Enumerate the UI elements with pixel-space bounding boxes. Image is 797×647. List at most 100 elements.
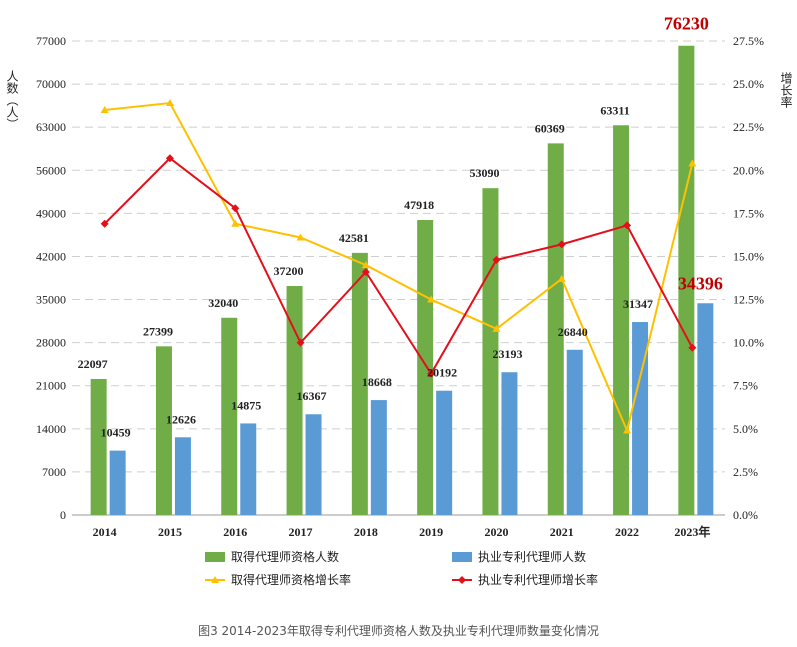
x-tick-label: 2017 bbox=[289, 525, 313, 539]
right-tick-label: 7.5% bbox=[733, 379, 758, 393]
right-tick-label: 17.5% bbox=[733, 206, 764, 220]
bar-value-label: 60369 bbox=[535, 121, 565, 135]
marker-diamond bbox=[296, 338, 305, 347]
right-tick-label: 12.5% bbox=[733, 293, 764, 307]
marker-triangle bbox=[427, 295, 436, 303]
bar-practicing bbox=[370, 400, 387, 515]
bar-value-label: 12626 bbox=[166, 412, 196, 426]
bar-value-label: 27399 bbox=[143, 324, 173, 338]
bar-qualified bbox=[221, 317, 238, 515]
marker-diamond bbox=[231, 204, 240, 213]
right-axis: 0.0% 2.5% 5.0% 7.5% 10.0% 12.5% 15.0% 17.5% 20.0… bbox=[733, 34, 764, 522]
bar-value-label: 76230 bbox=[664, 14, 709, 34]
bar-value-label: 22097 bbox=[78, 357, 108, 371]
line-practicing-growth bbox=[103, 156, 694, 376]
bar-value-label: 31347 bbox=[623, 297, 653, 311]
marker-diamond bbox=[688, 343, 697, 352]
bar-value-label: 23193 bbox=[492, 347, 522, 361]
legend-marker bbox=[458, 576, 466, 584]
right-tick-label: 15.0% bbox=[733, 249, 764, 263]
bar-qualified bbox=[351, 252, 368, 516]
left-tick-label: 70000 bbox=[36, 77, 66, 91]
left-axis: 0 7000 14000 21000 28000 35000 42000 49000 56000… bbox=[36, 34, 66, 522]
right-tick-label: 10.0% bbox=[733, 336, 764, 350]
legend-marker bbox=[211, 576, 219, 583]
x-tick-label: 2019 bbox=[419, 525, 443, 539]
bar-value-label: 26840 bbox=[558, 325, 588, 339]
left-tick-label: 14000 bbox=[36, 422, 66, 436]
bar-value-label: 18668 bbox=[362, 375, 392, 389]
bar-labels: 22097 27399 32040 37200 42581 47918 53090 60369… bbox=[78, 14, 723, 440]
legend-swatch bbox=[452, 552, 472, 562]
bar-practicing bbox=[632, 322, 649, 515]
x-tick-label: 2016 bbox=[223, 525, 247, 539]
bar-practicing bbox=[501, 372, 518, 515]
right-tick-label: 2.5% bbox=[733, 465, 758, 479]
marker-triangle bbox=[557, 274, 566, 282]
marker-triangle bbox=[492, 324, 501, 332]
legend-label: 执业专利代理师增长率 bbox=[478, 572, 598, 587]
right-tick-label: 20.0% bbox=[733, 163, 764, 177]
bar-qualified bbox=[90, 378, 107, 515]
bar-value-label: 53090 bbox=[469, 166, 499, 180]
marker-triangle bbox=[100, 105, 109, 113]
x-tick-label: 2021 bbox=[550, 525, 574, 539]
chart: 0 7000 14000 21000 28000 35000 42000 49000 56000… bbox=[5, 14, 793, 587]
left-tick-label: 56000 bbox=[36, 163, 66, 177]
bar-value-label: 20192 bbox=[427, 366, 457, 380]
right-tick-label: 22.5% bbox=[733, 120, 764, 134]
left-tick-label: 0 bbox=[60, 508, 66, 522]
gridlines bbox=[72, 40, 725, 516]
bar-practicing bbox=[305, 414, 322, 515]
left-tick-label: 35000 bbox=[36, 293, 66, 307]
marker-triangle bbox=[688, 159, 697, 167]
left-axis-title: 人数（人） bbox=[5, 70, 19, 130]
growth-lines bbox=[100, 99, 697, 434]
bars bbox=[90, 45, 714, 516]
bar-value-label: 37200 bbox=[274, 264, 304, 278]
left-tick-label: 28000 bbox=[36, 336, 66, 350]
bar-value-label: 42581 bbox=[339, 231, 369, 245]
left-tick-label: 49000 bbox=[36, 206, 66, 220]
bar-qualified bbox=[155, 346, 172, 515]
marker-triangle bbox=[296, 233, 305, 241]
bar-practicing bbox=[697, 303, 714, 515]
marker-triangle bbox=[623, 426, 632, 434]
marker-diamond bbox=[100, 219, 109, 228]
x-tick-label: 2018 bbox=[354, 525, 378, 539]
x-tick-label: 2015 bbox=[158, 525, 182, 539]
legend-label: 取得代理师资格人数 bbox=[231, 549, 339, 564]
figure-caption: 图3 2014-2023年取得专利代理师资格人数及执业专利代理师数量变化情况 bbox=[198, 624, 599, 638]
bar-practicing bbox=[109, 450, 126, 515]
marker-triangle bbox=[165, 99, 174, 107]
left-tick-label: 7000 bbox=[42, 465, 66, 479]
bar-value-label: 14875 bbox=[231, 398, 261, 412]
legend-label: 取得代理师资格增长率 bbox=[231, 572, 351, 587]
bar-practicing bbox=[240, 423, 257, 515]
x-tick-label: 2023年 bbox=[674, 524, 710, 539]
bar-qualified bbox=[547, 143, 564, 515]
bar-practicing bbox=[174, 437, 191, 515]
legend-label: 执业专利代理师人数 bbox=[478, 549, 586, 564]
bar-qualified bbox=[613, 125, 630, 516]
marker-diamond bbox=[492, 255, 501, 264]
bar-value-label: 47918 bbox=[404, 198, 434, 212]
marker-diamond bbox=[427, 369, 436, 378]
line-qualified-growth bbox=[104, 101, 694, 434]
x-tick-label: 2014 bbox=[93, 525, 117, 539]
bar-practicing bbox=[566, 349, 583, 515]
marker-diamond bbox=[361, 267, 370, 276]
right-tick-label: 5.0% bbox=[733, 422, 758, 436]
right-tick-label: 25.0% bbox=[733, 77, 764, 91]
x-tick-label: 2020 bbox=[484, 525, 508, 539]
marker-diamond bbox=[165, 154, 174, 163]
right-axis-title: 增长率 bbox=[779, 72, 793, 108]
bar-qualified bbox=[482, 188, 499, 516]
x-axis: 2014 2015 2016 2017 2018 2019 2020 2021 2022 2023… bbox=[93, 524, 711, 539]
legend-swatch bbox=[205, 552, 225, 562]
left-tick-label: 77000 bbox=[36, 34, 66, 48]
marker-triangle bbox=[231, 219, 240, 227]
right-tick-label: 27.5% bbox=[733, 34, 764, 48]
left-tick-label: 63000 bbox=[36, 120, 66, 134]
